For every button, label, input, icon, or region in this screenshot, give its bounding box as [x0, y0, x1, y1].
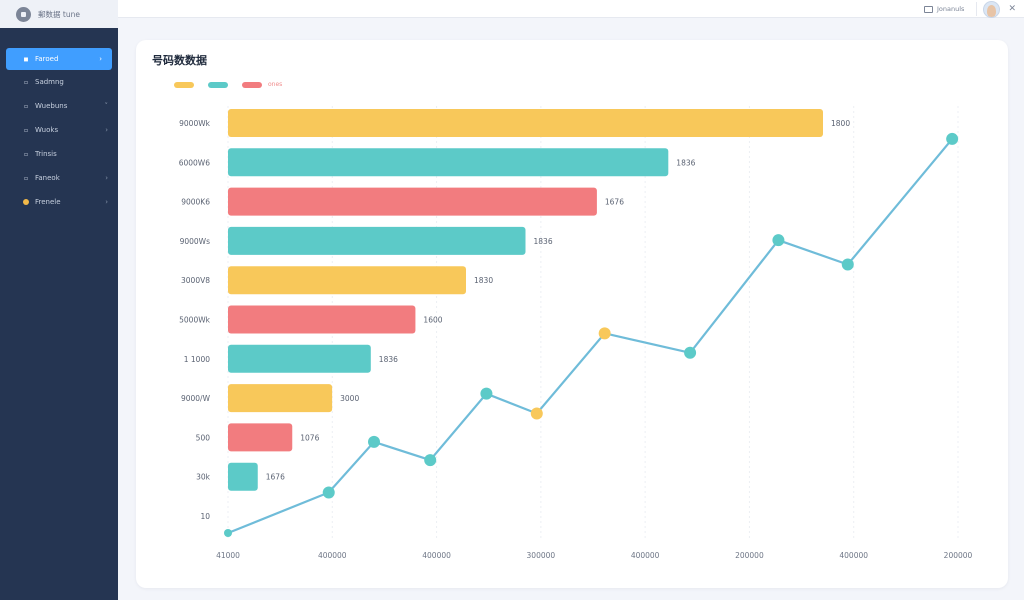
sidebar: 郵数据 tune ◼ Faroed › ▫ Sadmng ▫ Wuebuns ˅ ▫ Wuoks ›…	[0, 0, 118, 600]
sidebar-item-faneok[interactable]: ▫ Faneok ›	[0, 166, 118, 190]
grid-icon: ▫	[23, 174, 29, 182]
bar-value-label: 1600	[423, 316, 442, 325]
app-logo-icon	[16, 6, 31, 22]
topbar: Jonanuls ✕	[118, 0, 1024, 18]
y-tick-label: 500	[196, 433, 211, 442]
user-menu-button[interactable]: Jonanuls	[924, 5, 964, 13]
brand: 郵数据 tune	[0, 0, 118, 28]
x-tick-label: 400000	[318, 551, 347, 560]
x-tick-label: 41000	[216, 551, 240, 560]
bar	[228, 266, 466, 295]
trend-point	[322, 486, 335, 499]
x-tick-label: 200000	[735, 551, 764, 560]
bar-value-label: 1836	[534, 237, 553, 246]
sidebar-item-label: Faroed	[35, 55, 59, 63]
chart-legend: ones	[174, 81, 282, 88]
legend-swatch[interactable]	[208, 81, 228, 88]
bar-value-label: 1076	[300, 433, 319, 442]
trend-point	[598, 327, 611, 340]
sidebar-item-label: Wuebuns	[35, 102, 68, 110]
sidebar-item-trinsis[interactable]: ▫ Trinsis	[0, 142, 118, 166]
x-tick-label: 200000	[944, 551, 973, 560]
sidebar-item-label: Wuoks	[35, 126, 59, 134]
chevron-icon: ›	[99, 55, 102, 63]
y-tick-label: 9000Wk	[179, 119, 211, 128]
trend-point	[480, 387, 493, 400]
sidebar-item-label: Frenele	[35, 198, 61, 206]
chevron-icon: ˅	[104, 102, 109, 110]
x-tick-label: 300000	[527, 551, 556, 560]
trend-point	[946, 132, 959, 145]
sidebar-item-frenele[interactable]: Frenele ›	[0, 190, 118, 214]
bar	[228, 423, 293, 452]
trend-point	[684, 346, 697, 359]
bar	[228, 226, 526, 255]
y-tick-label: 3000V8	[181, 276, 210, 285]
chevron-icon: ›	[105, 198, 108, 206]
trend-point	[530, 407, 543, 420]
y-tick-label: 6000W6	[179, 158, 211, 167]
bar	[228, 384, 333, 413]
bar	[228, 344, 371, 373]
x-tick-label: 400000	[631, 551, 660, 560]
bar-value-label: 1800	[831, 119, 850, 128]
app-title: 郵数据 tune	[38, 9, 80, 19]
bar	[228, 462, 258, 491]
sidebar-item-wuebuns[interactable]: ▫ Wuebuns ˅	[0, 94, 118, 118]
trend-point	[424, 454, 437, 467]
chevron-icon: ›	[105, 126, 108, 134]
legend-swatch[interactable]	[174, 81, 194, 88]
bar	[228, 305, 416, 334]
user-card-icon	[924, 5, 934, 13]
sidebar-item-label: Sadmng	[35, 78, 64, 86]
grid-icon: ▫	[23, 126, 29, 134]
bar-value-label: 1836	[379, 355, 398, 364]
y-tick-label: 10	[200, 512, 210, 521]
y-tick-label: 5000Wk	[179, 316, 211, 325]
home-icon: ◼	[23, 55, 29, 63]
y-tick-label: 1 1000	[184, 355, 210, 364]
legend-label: ones	[268, 81, 283, 88]
x-tick-label: 400000	[422, 551, 451, 560]
sidebar-item-wuoks[interactable]: ▫ Wuoks ›	[0, 118, 118, 142]
sidebar-item-faroed[interactable]: ◼ Faroed ›	[6, 48, 112, 70]
grid-icon: ▫	[23, 102, 29, 110]
avatar[interactable]	[983, 0, 1001, 18]
sidebar-item-label: Trinsis	[35, 150, 57, 158]
trend-point	[224, 529, 232, 537]
bar-value-label: 1676	[266, 473, 285, 482]
trend-point	[841, 258, 854, 271]
y-tick-label: 30k	[196, 473, 211, 482]
x-tick-label: 400000	[839, 551, 868, 560]
bar-value-label: 1676	[605, 198, 624, 207]
y-tick-label: 9000/W	[181, 394, 211, 403]
bar	[228, 109, 823, 137]
sidebar-item-sadmng[interactable]: ▫ Sadmng	[0, 70, 118, 94]
bar-value-label: 3000	[340, 394, 359, 403]
dot-icon	[23, 199, 29, 205]
bar-value-label: 1830	[474, 276, 493, 285]
close-icon[interactable]: ✕	[1008, 3, 1016, 14]
y-tick-label: 9000Ws	[180, 237, 211, 246]
legend-swatch[interactable]	[242, 81, 262, 88]
divider	[976, 2, 978, 16]
bar	[228, 187, 597, 216]
y-tick-label: 9000K6	[181, 198, 210, 207]
bar	[228, 148, 669, 177]
chevron-icon: ›	[105, 174, 108, 182]
trend-point	[368, 435, 380, 448]
trend-point	[772, 234, 785, 247]
card-title: 号码数数据	[152, 54, 207, 67]
bar-value-label: 1836	[676, 158, 695, 167]
grid-icon: ▫	[23, 78, 29, 86]
grid-icon: ▫	[23, 150, 29, 158]
user-label: Jonanuls	[937, 5, 965, 13]
sidebar-item-label: Faneok	[35, 174, 60, 182]
sidebar-nav: ◼ Faroed › ▫ Sadmng ▫ Wuebuns ˅ ▫ Wuoks › ▫ Trinsis ▫…	[0, 48, 118, 214]
